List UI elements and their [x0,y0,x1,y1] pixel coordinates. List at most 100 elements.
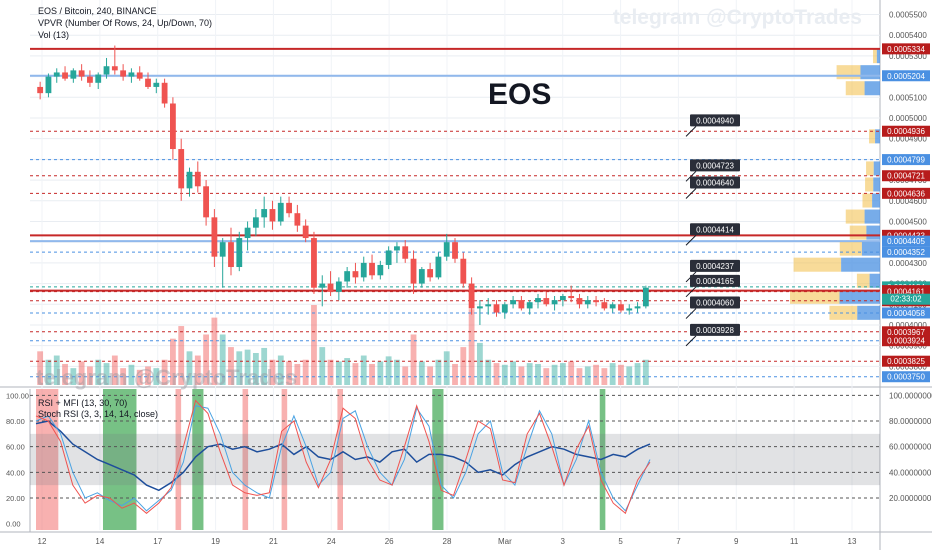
vpvr-bar-up [845,81,865,96]
callout-label: 0.0004060 [696,299,734,308]
callout-box [690,223,740,236]
vpvr-bar-up [836,65,861,80]
watermark-text: telegram @CryptoTrades [612,6,862,29]
price-tag [882,355,930,367]
volume-bar [186,351,193,385]
vpvr-bar-down [864,81,880,96]
volume-bar [634,363,641,385]
candle-body [45,76,52,94]
indicator-series-line [35,399,651,515]
price-tick-label: 0.0004600 [889,197,927,206]
vpvr-bar-up [856,273,870,288]
price-tag-label: 0.0003825 [887,357,925,366]
stoch-rsi-legend: Stoch RSI (3, 3, 14, 14, close) [38,409,159,419]
time-tick-label: 9 [734,537,739,546]
vpvr-bar-down [876,49,880,64]
time-tick-label: Mar [498,537,512,546]
volume-bar [311,305,317,385]
price-tick-label: 0.0004300 [889,259,927,268]
candle-body [236,238,243,268]
candle-body [568,295,575,299]
price-tag-label: 0.0003924 [887,337,925,346]
volume-bar [252,353,259,385]
vpvr-bar-up [866,161,874,176]
vpvr-bar-up [845,209,865,224]
price-tag-label: 0.0004636 [887,189,925,198]
volume-bar [452,363,458,385]
time-tick-label: 28 [443,537,452,546]
asset-title: EOS [488,78,552,111]
indicator-series-line [35,420,651,492]
time-tick-label: 21 [269,537,278,546]
volume-bar [161,359,168,385]
candle-body [435,256,442,278]
callout-box [690,114,740,127]
volume-bar [269,359,276,385]
price-tag-label: 0.0004936 [887,127,925,136]
volume-bar [335,361,342,385]
volume-bar [427,366,434,385]
candle-body [37,86,44,94]
candle-body [485,304,492,307]
time-tick-label: 3 [560,537,565,546]
callout-box [690,176,740,189]
volume-bar [593,364,599,385]
volume-bar [170,338,176,385]
callout-label: 0.0004640 [696,179,734,188]
candle-body [319,283,326,288]
volume-bar [219,334,226,385]
volume-bar [120,368,127,385]
volume-bar [385,356,392,385]
volume-bar [178,326,185,385]
signal-highlight [175,389,182,530]
candle-body [477,306,483,309]
volume-bar [62,363,68,385]
vpvr-bar-down [866,225,880,240]
volume-bar [95,359,102,385]
volume-bar [551,364,558,385]
candle-body [252,217,259,228]
volume-bar [261,347,268,385]
volume-bar [601,368,608,385]
volume-bar [53,355,60,385]
vpvr-bar-down [875,129,880,144]
price-tag [882,125,930,137]
candle-body [70,70,77,79]
price-tag-label: 0.0004161 [887,288,925,297]
candle-body [460,258,467,284]
indicator-left-tick: 80.00 [6,417,25,426]
volume-bar [626,366,633,385]
vpvr-bar-up [862,193,873,208]
signal-highlight [192,389,204,530]
volume-bar [443,351,450,385]
candle-body [228,242,234,268]
price-tick-label: 0.0005400 [889,31,927,40]
volume-bar [194,355,201,385]
candle-body [618,304,624,311]
candle-body [601,302,608,309]
candle-body [219,242,226,257]
price-tick-label: 0.0004500 [889,217,927,226]
volume-bar [526,363,533,385]
candle-body [427,269,434,278]
candle-body [335,281,342,292]
volume-bar [87,366,93,385]
callout-label: 0.0003928 [696,326,734,335]
time-tick-label: 26 [385,537,394,546]
volume-bar [642,359,649,385]
callout-label: 0.0004414 [696,225,734,234]
volume-bar [493,363,500,385]
callout-leader [685,335,697,347]
volume-bar [477,342,483,385]
price-tick-label: 0.0005300 [889,52,927,61]
price-tag-label: 0.0005204 [887,72,925,81]
candle-body [136,72,143,79]
price-tick-label: 0.0005500 [889,10,927,19]
candle-body [443,242,450,257]
candle-body [501,304,508,313]
candle-body [53,72,60,77]
candle-body [493,304,500,313]
volume-bar [128,364,135,385]
